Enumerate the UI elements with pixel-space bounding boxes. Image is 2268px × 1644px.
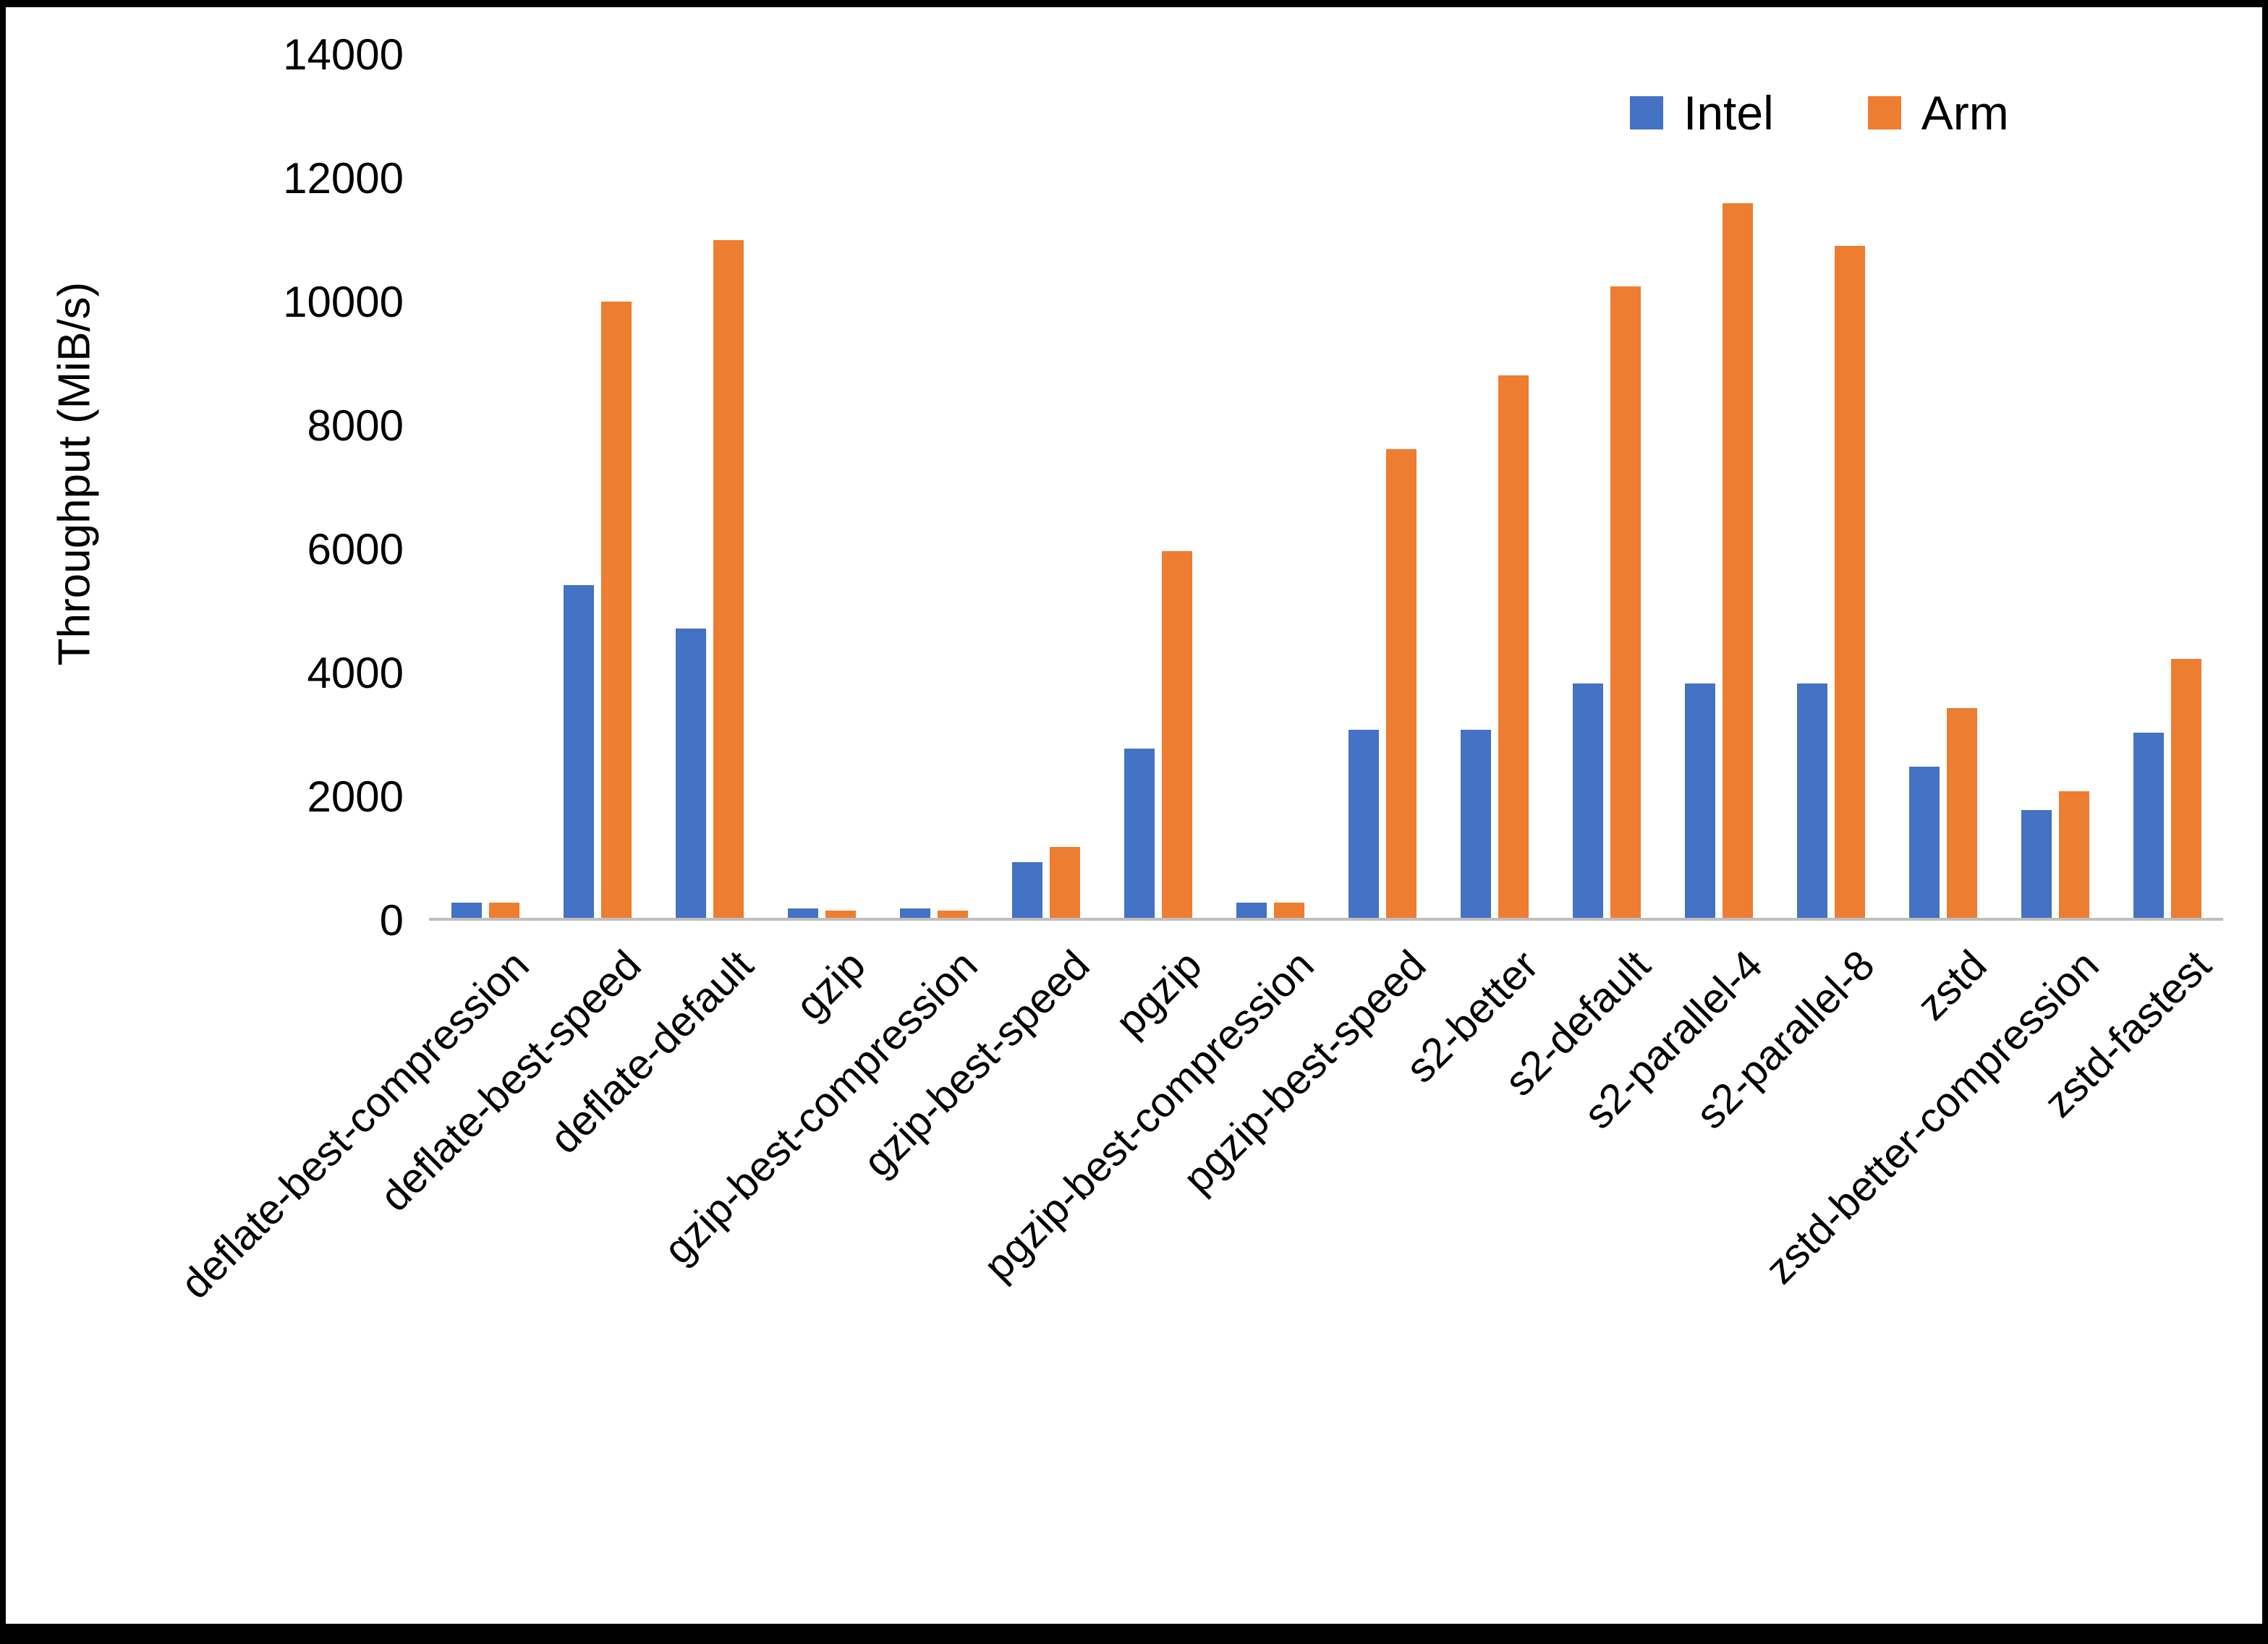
bar-group <box>1550 55 1662 918</box>
bar-intel <box>563 584 594 918</box>
y-tick-label: 8000 <box>307 401 404 450</box>
bar-intel <box>451 902 482 918</box>
legend-item-arm: Arm <box>1867 85 2009 140</box>
bar-arm <box>713 239 744 918</box>
bar-group <box>541 55 653 918</box>
bar-arm <box>1722 203 1753 918</box>
bar-intel <box>1908 767 1940 918</box>
bar-intel <box>899 908 930 918</box>
bar-intel <box>787 908 818 918</box>
bar-group <box>1999 55 2111 918</box>
bar-arm <box>600 301 632 918</box>
bar-intel <box>1124 748 1155 918</box>
bar-intel <box>1011 862 1042 918</box>
bar-arm <box>1385 449 1417 918</box>
bar-arm <box>1049 847 1080 918</box>
bar-group <box>765 55 878 918</box>
bar-intel <box>1236 902 1267 918</box>
bar-arm <box>825 910 856 918</box>
bar-arm <box>1834 246 1865 918</box>
y-tick-label: 6000 <box>307 525 404 574</box>
bar-group <box>1662 55 1775 918</box>
bar-group <box>2111 55 2223 918</box>
bar-group <box>1438 55 1550 918</box>
bar-group <box>429 55 541 918</box>
bar-intel <box>1460 730 1491 918</box>
y-tick-label: 14000 <box>283 30 404 79</box>
bar-intel <box>1796 683 1827 918</box>
bar-intel <box>1348 730 1379 918</box>
bar-group <box>1887 55 1999 918</box>
bar-group <box>1775 55 1887 918</box>
y-tick-label: 0 <box>379 896 404 945</box>
x-category-label: gzip <box>786 941 875 1029</box>
bar-arm <box>1498 375 1529 918</box>
bar-intel <box>2133 733 2164 918</box>
plot-area <box>429 55 2223 921</box>
bar-arm <box>1273 902 1304 918</box>
bar-arm <box>488 902 519 918</box>
x-category-label: zstd <box>1907 941 1996 1029</box>
bar-arm <box>2170 659 2201 918</box>
bar-arm <box>937 910 968 918</box>
legend-swatch-intel <box>1630 96 1663 129</box>
bar-arm <box>1161 550 1192 918</box>
bar-group <box>1214 55 1326 918</box>
legend-item-intel: Intel <box>1630 85 1774 140</box>
bar-group <box>990 55 1102 918</box>
x-category-label: pgzip <box>1106 941 1211 1046</box>
bar-intel <box>1684 683 1715 918</box>
legend-swatch-arm <box>1867 96 1901 129</box>
bar-group <box>1102 55 1214 918</box>
legend-label: Intel <box>1683 86 1774 140</box>
bar-intel <box>1572 683 1603 918</box>
y-tick-label: 2000 <box>307 772 404 821</box>
y-tick-label: 12000 <box>283 154 404 203</box>
bar-arm <box>2058 791 2089 918</box>
bar-group <box>653 55 765 918</box>
y-tick-label: 10000 <box>283 278 404 326</box>
bar-group <box>878 55 990 918</box>
y-axis-title: Throughput (MiB/s) <box>49 281 100 666</box>
legend-label: Arm <box>1921 86 2009 140</box>
bar-group <box>1326 55 1438 918</box>
bar-intel <box>2021 809 2052 918</box>
legend: Intel Arm <box>1630 85 2009 140</box>
bar-intel <box>675 628 706 918</box>
bar-arm <box>1610 286 1641 918</box>
bar-arm <box>1946 708 1977 918</box>
y-tick-label: 4000 <box>307 649 404 697</box>
